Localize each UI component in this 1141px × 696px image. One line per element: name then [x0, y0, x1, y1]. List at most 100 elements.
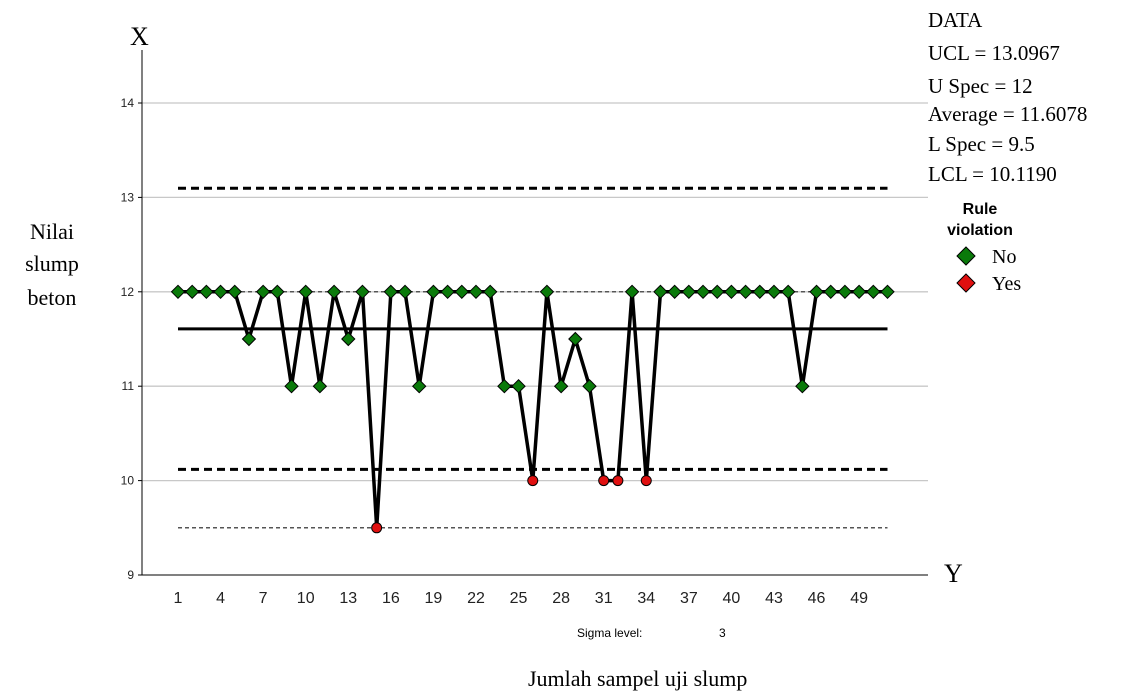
info-uspec: U Spec = 12 [928, 74, 1033, 98]
data-point [397, 284, 413, 300]
x-tick-label: 22 [467, 590, 485, 607]
y-tick-labels: 9 10 11 12 13 14 [121, 96, 142, 582]
y-tick-label: 10 [121, 474, 135, 488]
legend: Rule violation No Yes [947, 201, 1021, 295]
data-point [738, 284, 753, 300]
data-point [426, 284, 441, 300]
data-point [213, 284, 228, 300]
data-point [227, 284, 242, 300]
x-axis-marker: Y [944, 559, 963, 588]
data-point [255, 284, 271, 300]
data-point [440, 284, 455, 300]
data-point [482, 284, 498, 300]
info-title: DATA [928, 8, 983, 32]
x-tick-label: 25 [510, 590, 528, 607]
violation-point [527, 475, 539, 487]
data-point [184, 284, 200, 300]
info-ucl: UCL = 13.0967 [928, 41, 1060, 65]
x-tick-label: 34 [637, 590, 655, 607]
violation-point [371, 522, 383, 534]
data-point [468, 284, 484, 300]
series-line [178, 290, 888, 528]
data-point [326, 284, 342, 300]
legend-title-line-1: Rule [963, 201, 998, 218]
data-point [412, 378, 427, 394]
x-tick-label: 16 [382, 590, 400, 607]
data-point [880, 284, 895, 300]
x-tick-label: 4 [216, 590, 225, 607]
legend-title-line-2: violation [947, 222, 1013, 239]
legend-no-diamond-icon [956, 246, 976, 266]
info-lspec: L Spec = 9.5 [928, 132, 1035, 156]
data-point [454, 284, 470, 300]
info-box: DATA UCL = 13.0967 U Spec = 12 Average =… [928, 8, 1087, 186]
data-point [667, 284, 682, 300]
data-point [553, 378, 569, 394]
data-point [497, 378, 512, 394]
data-point [568, 331, 583, 347]
data-point [383, 284, 399, 300]
data-point [851, 284, 867, 300]
data-point [241, 331, 257, 347]
y-axis-label-line-3: beton [28, 285, 77, 310]
data-point [866, 284, 881, 300]
data-point [170, 284, 186, 300]
data-point [766, 284, 782, 300]
data-point [795, 378, 810, 394]
data-point [837, 284, 853, 300]
data-point [809, 284, 824, 300]
data-point [710, 284, 725, 300]
x-tick-labels: 1 4 7 10 13 16 19 22 25 28 31 34 37 40 43 46 49 [174, 590, 869, 607]
data-point [780, 284, 796, 300]
data-point [823, 284, 838, 300]
legend-yes-label: Yes [992, 273, 1021, 295]
x-tick-label: 10 [297, 590, 315, 607]
data-point [298, 284, 313, 300]
x-tick-label: 1 [174, 590, 183, 607]
y-axis-marker: X [130, 22, 149, 51]
y-axis-label-line-1: Nilai [30, 219, 74, 244]
x-tick-label: 28 [552, 590, 570, 607]
data-point [511, 378, 526, 394]
legend-yes-diamond-icon [956, 273, 976, 293]
data-point [624, 284, 640, 300]
violation-point [612, 475, 624, 487]
data-point [270, 284, 285, 300]
x-tick-label: 40 [723, 590, 741, 607]
x-tick-label: 31 [595, 590, 613, 607]
x-tick-label: 37 [680, 590, 698, 607]
y-tick-label: 14 [121, 96, 135, 110]
data-point [752, 284, 767, 300]
data-point [653, 284, 668, 300]
data-point [341, 331, 356, 347]
x-tick-label: 49 [850, 590, 868, 607]
sigma-level-label: Sigma level: [577, 626, 642, 640]
x-tick-label: 46 [808, 590, 826, 607]
info-lcl: LCL = 10.1190 [928, 162, 1057, 186]
data-point [312, 378, 328, 394]
data-markers [170, 284, 895, 534]
info-average: Average = 11.6078 [928, 102, 1087, 126]
violation-point [598, 475, 610, 487]
data-point [539, 284, 555, 300]
data-point [284, 378, 299, 394]
x-tick-label: 19 [425, 590, 443, 607]
data-point [199, 284, 214, 300]
data-point [695, 284, 711, 300]
sigma-level-value: 3 [719, 626, 726, 640]
y-tick-label: 11 [122, 379, 135, 393]
legend-no-label: No [992, 246, 1016, 268]
data-point [724, 284, 739, 300]
y-axis-label-line-2: slump [25, 251, 79, 276]
x-axis-label: Jumlah sampel uji slump [528, 666, 747, 691]
x-tick-label: 13 [339, 590, 357, 607]
data-point [355, 284, 370, 300]
y-tick-label: 9 [127, 568, 134, 582]
data-point [681, 284, 697, 300]
x-tick-label: 7 [259, 590, 268, 607]
data-point [582, 378, 597, 394]
violation-point [640, 475, 652, 487]
y-tick-label: 13 [121, 190, 135, 204]
y-tick-label: 12 [121, 285, 135, 299]
